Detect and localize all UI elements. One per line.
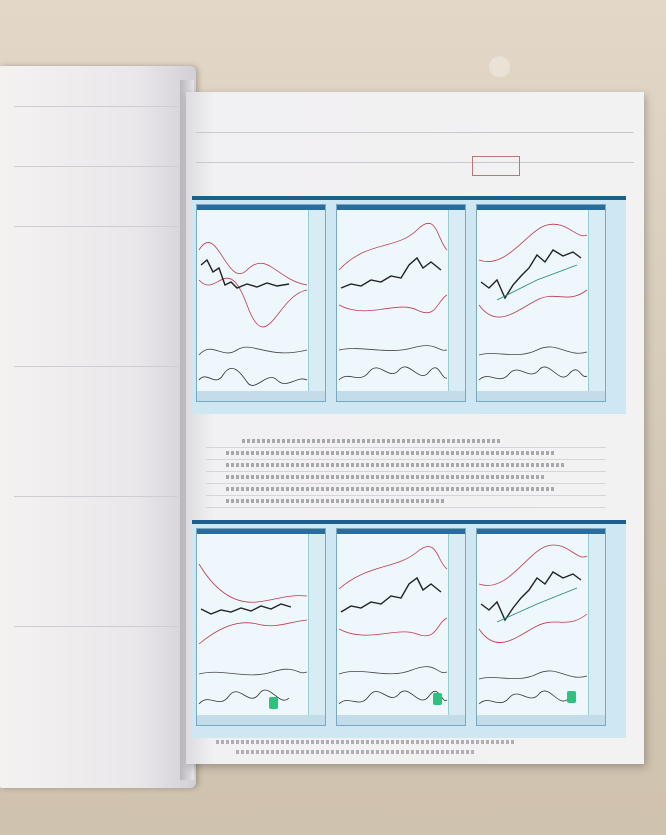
chart-lines [478,544,588,705]
bottom-chart-strip [192,520,626,738]
chart-panel [476,528,606,726]
bottom-handwritten-notes [216,740,596,760]
left-notebook-page [0,66,196,788]
chart-panel [336,528,466,726]
chart-lines [338,222,448,381]
page-rule [196,132,634,133]
right-notebook-page [186,92,644,764]
chart-lines [198,563,308,705]
chart-lines [478,223,588,381]
handwritten-notes [206,436,606,508]
top-chart-strip [192,196,626,414]
chart-panel [196,528,326,726]
page-rule [196,162,634,163]
chart-lines [338,546,448,705]
chart-panel [336,204,466,402]
green-marker [433,693,442,705]
green-marker [269,697,278,709]
chart-panel [196,204,326,402]
handwritten-box [472,156,520,176]
green-marker [567,691,576,703]
chart-panel [476,204,606,402]
chart-lines [198,242,308,386]
